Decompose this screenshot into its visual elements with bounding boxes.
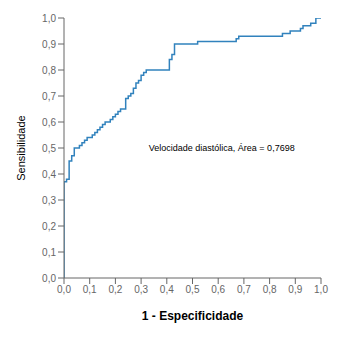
svg-text:0,5: 0,5 [186, 284, 200, 295]
svg-text:1,0: 1,0 [314, 284, 328, 295]
svg-text:0,9: 0,9 [288, 284, 302, 295]
svg-text:0,1: 0,1 [42, 247, 56, 258]
svg-text:0,7: 0,7 [237, 284, 251, 295]
svg-text:1 - Especificidade: 1 - Especificidade [142, 309, 244, 323]
svg-text:1,0: 1,0 [42, 13, 56, 24]
svg-text:Velocidade diastólica, Área =: Velocidade diastólica, Área = 0,7698 [149, 143, 295, 153]
svg-text:0,8: 0,8 [42, 65, 56, 76]
svg-text:0,3: 0,3 [134, 284, 148, 295]
svg-text:0,9: 0,9 [42, 39, 56, 50]
svg-text:0,2: 0,2 [108, 284, 122, 295]
svg-text:0,5: 0,5 [42, 143, 56, 154]
svg-text:0,4: 0,4 [42, 169, 56, 180]
svg-text:0,7: 0,7 [42, 91, 56, 102]
svg-text:0,2: 0,2 [42, 221, 56, 232]
svg-text:0,4: 0,4 [160, 284, 174, 295]
svg-text:0,0: 0,0 [42, 273, 56, 284]
svg-text:0,0: 0,0 [57, 284, 71, 295]
svg-text:0,8: 0,8 [263, 284, 277, 295]
svg-text:Sensibilidade: Sensibilidade [15, 115, 27, 180]
svg-text:0,1: 0,1 [83, 284, 97, 295]
svg-text:0,6: 0,6 [42, 117, 56, 128]
svg-text:0,3: 0,3 [42, 195, 56, 206]
svg-text:0,6: 0,6 [211, 284, 225, 295]
